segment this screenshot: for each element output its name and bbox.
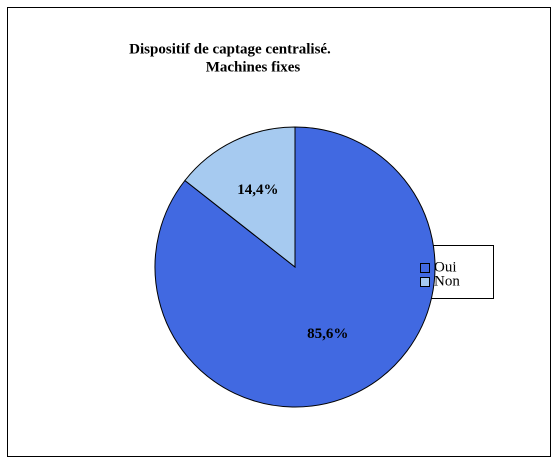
legend-label: Non (434, 273, 460, 289)
data-label: 14,4% (237, 182, 278, 198)
legend-label: Oui (434, 259, 457, 275)
legend-swatch (420, 263, 430, 273)
chart-title: Dispositif de captage centralisé. (129, 41, 331, 57)
pie-slice (184, 126, 296, 269)
legend-swatch (420, 277, 430, 287)
chart-subtitle: Machines fixes (206, 59, 301, 75)
data-label: 85,6% (307, 326, 348, 342)
